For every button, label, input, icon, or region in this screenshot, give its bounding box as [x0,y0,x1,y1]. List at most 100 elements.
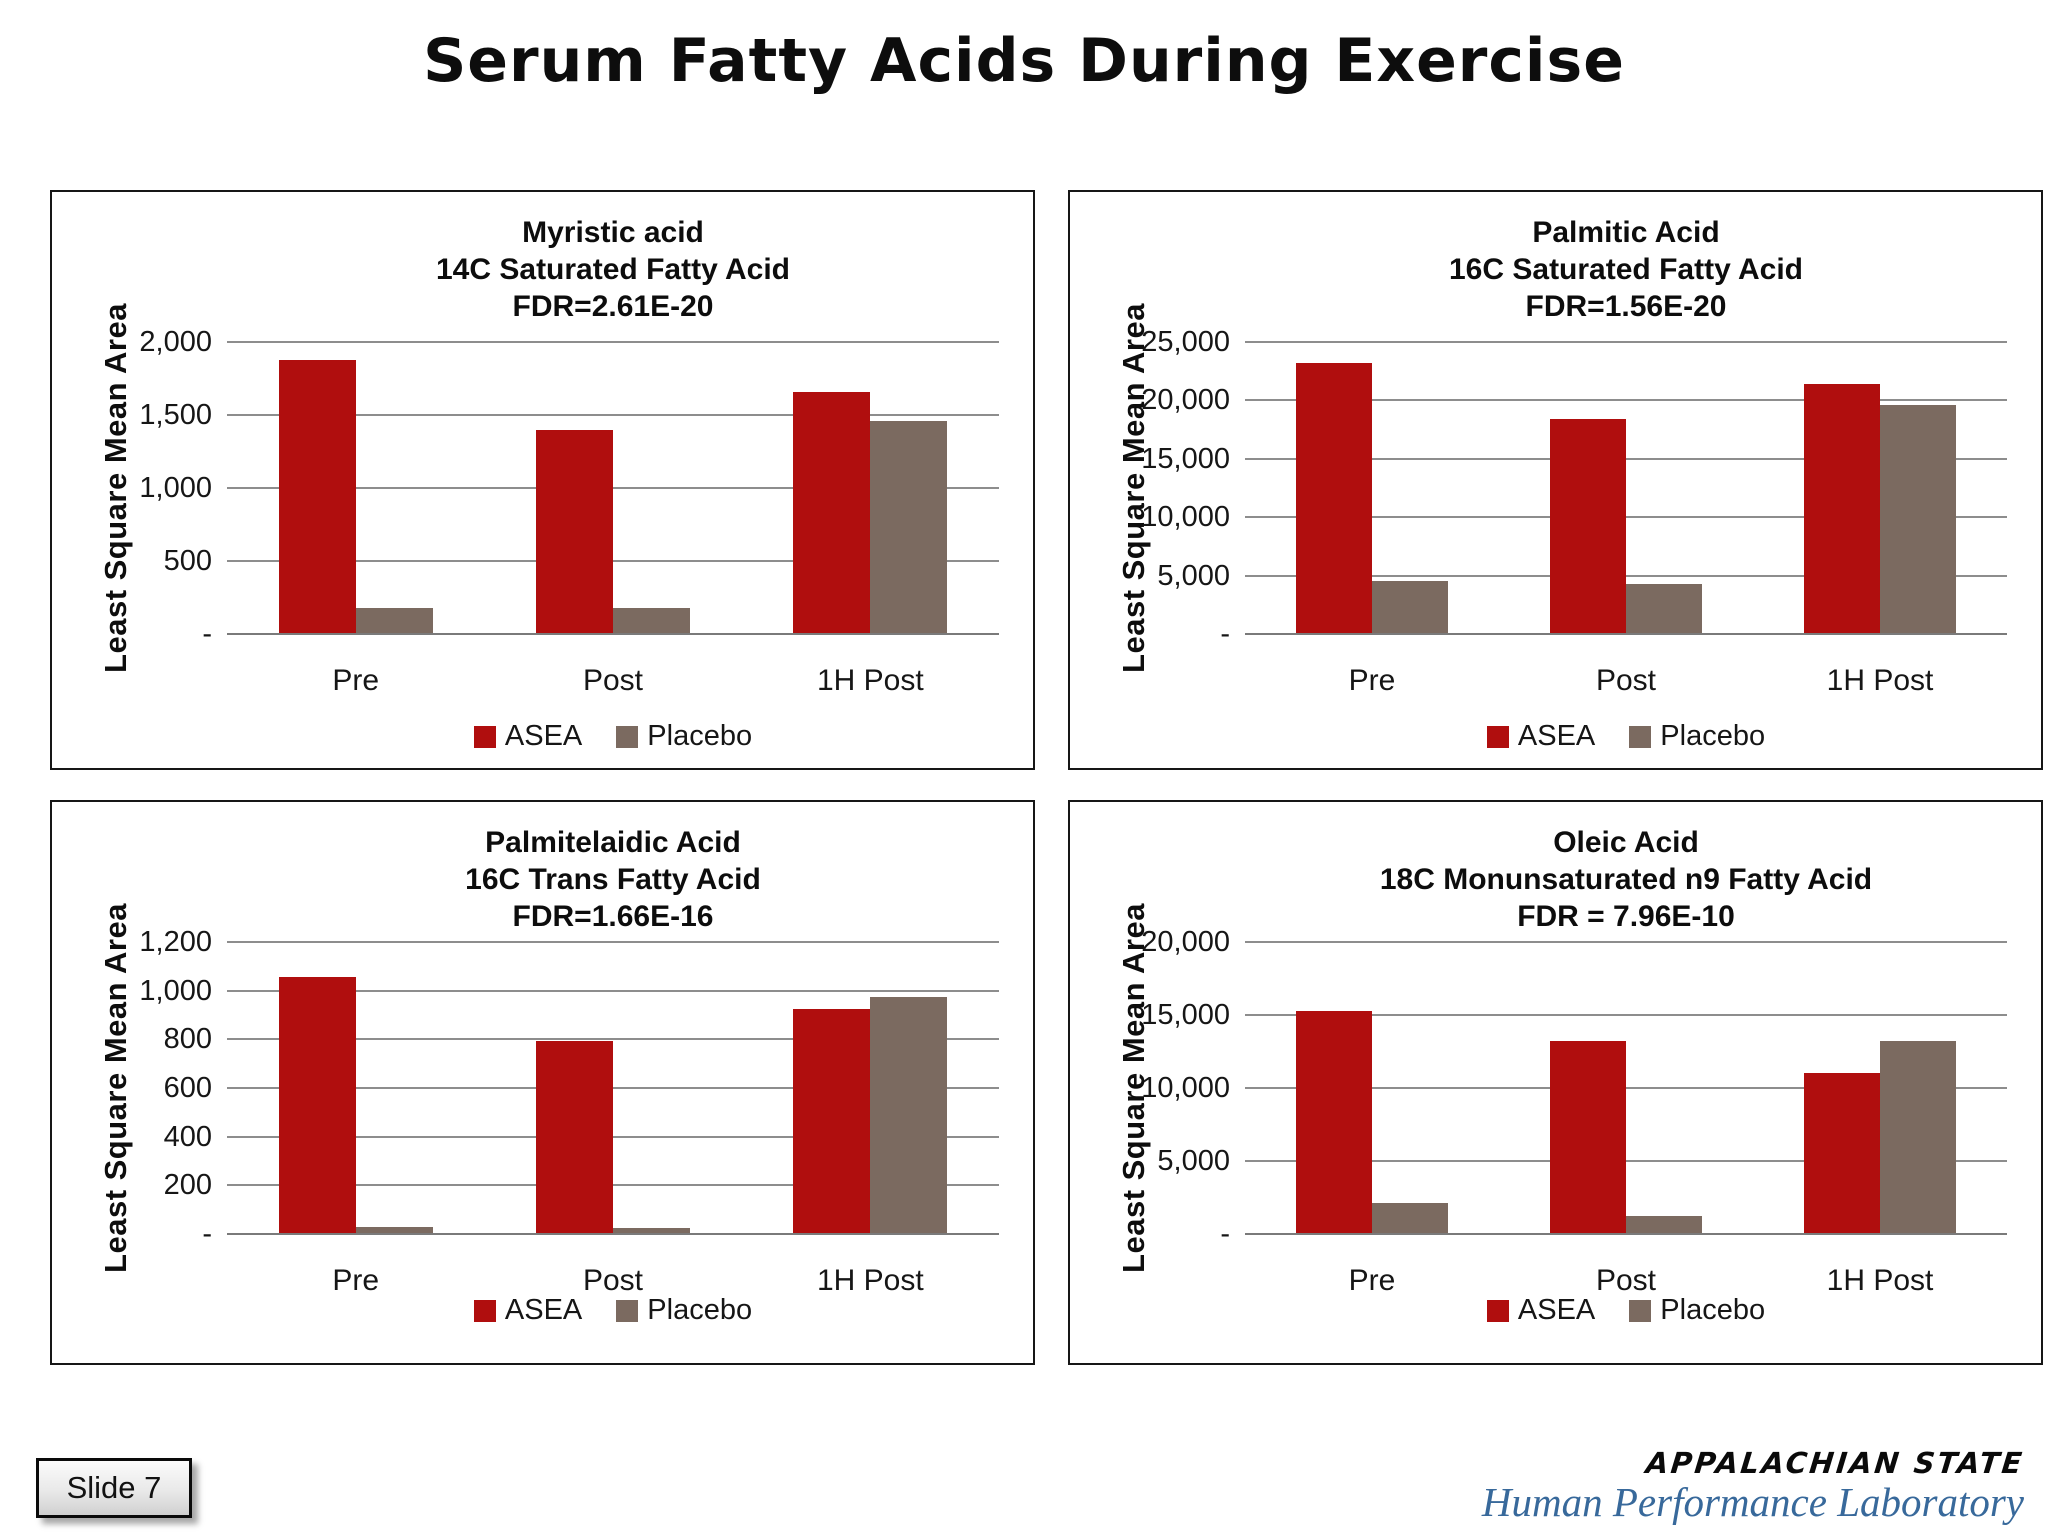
x-axis-line [1245,633,2007,635]
chart-title-line: 14C Saturated Fatty Acid [436,253,790,286]
chart-title: Palmitelaidic Acid 16C Trans Fatty Acid FD… [227,824,999,935]
x-tick-label: Pre [1348,664,1396,697]
page-title: Serum Fatty Acids During Exercise [423,26,1625,96]
legend-item-asea: ASEA [473,1294,582,1327]
appalachian-state-logo: APPALACHIAN STATE [1644,1446,2026,1480]
legend-item-placebo: Placebo [616,720,752,753]
y-tick-label: 10,000 [1141,1072,1230,1104]
legend: ASEA Placebo [227,720,999,753]
y-tick-label: 500 [163,545,212,577]
y-tick-label: 1,200 [139,926,212,958]
chart-title: Myristic acid 14C Saturated Fatty Acid FDR… [227,214,999,325]
bar-asea-post [1550,419,1626,634]
legend-item-placebo: Placebo [616,1294,752,1327]
x-tick-label: Pre [1348,1264,1396,1297]
chart-title-line: Myristic acid [522,216,704,249]
chart-fdr-value: FDR=1.56E-20 [1525,290,1727,323]
gridline [227,941,999,943]
bar-placebo-pre [356,608,433,634]
x-tick-label: 1H Post [816,664,924,697]
x-tick-label: Post [1595,664,1657,697]
chart-panel-oleic-acid: Oleic Acid 18C Monunsaturated n9 Fatty Ac… [1068,800,2043,1365]
y-tick-label: 15,000 [1141,442,1230,475]
legend-swatch-asea [1486,1299,1509,1322]
gridline [1245,457,2007,460]
y-tick-label: 1,000 [139,472,212,504]
plot-area [227,941,999,1235]
y-tick-label: - [202,618,212,650]
legend-swatch-asea [473,725,496,748]
chart-title-line: Oleic Acid [1553,826,1699,859]
bar-asea-pre [1296,1011,1372,1234]
x-tick-label: Post [1595,1264,1657,1297]
legend-swatch-asea [473,1299,496,1322]
y-tick-label: 600 [163,1072,212,1104]
chart-panel-palmitelaidic-acid: Palmitelaidic Acid 16C Trans Fatty Acid FD… [50,800,1035,1365]
legend-label-placebo: Placebo [1660,720,1766,752]
y-tick-label: 2,000 [139,326,212,358]
legend-swatch-placebo [1629,1299,1652,1322]
bar-asea-post [536,1041,613,1234]
chart-title-line: Palmitelaidic Acid [485,826,741,859]
legend-item-placebo: Placebo [1629,720,1765,753]
bar-placebo-1h-post [870,421,947,634]
y-tick-label: 10,000 [1141,501,1230,534]
legend-label-placebo: Placebo [647,1294,753,1326]
y-tick-label: 400 [163,1120,212,1153]
bar-placebo-post [613,608,690,634]
x-axis-line [1245,1233,2007,1235]
y-tick-label: 15,000 [1141,999,1230,1031]
gridline [1245,574,2007,577]
legend-label-asea: ASEA [1517,1294,1596,1326]
bar-asea-1h-post [793,1009,870,1234]
chart-title: Palmitic Acid 16C Saturated Fatty Acid FDR… [1245,214,2007,325]
y-tick-label: 20,000 [1141,384,1230,417]
bar-placebo-pre [356,1227,433,1234]
slide-number-label: Slide 7 [66,1470,162,1505]
gridline [1245,399,2007,402]
plot-area [1245,941,2007,1235]
human-performance-laboratory-label: Human Performance Laboratory [1481,1479,2024,1525]
chart-title-line: 16C Saturated Fatty Acid [1449,253,1803,286]
x-axis-line [227,1233,999,1235]
gridline [227,1135,999,1138]
y-tick-label: - [1220,618,1230,650]
bar-asea-1h-post [1804,1073,1880,1234]
x-tick-label: Post [582,664,644,697]
chart-fdr-value: FDR=1.66E-16 [512,900,714,933]
chart-title: Oleic Acid 18C Monunsaturated n9 Fatty Ac… [1245,824,2007,935]
legend-swatch-placebo [1629,725,1652,748]
gridline [227,1038,999,1041]
legend-swatch-placebo [616,1299,639,1322]
slide-number-badge: Slide 7 [36,1458,192,1518]
x-tick-label: 1H Post [1826,664,1934,697]
legend: ASEA Placebo [1245,720,2007,753]
gridline [227,341,999,343]
legend-label-asea: ASEA [1517,720,1596,752]
x-tick-label: Pre [332,1264,379,1297]
y-tick-label: 5,000 [1157,1145,1230,1177]
y-tick-label: - [202,1218,212,1250]
chart-panel-myristic-acid: Myristic acid 14C Saturated Fatty Acid FDR… [50,190,1035,770]
legend-label-asea: ASEA [504,720,583,752]
legend-item-placebo: Placebo [1629,1294,1765,1327]
bar-placebo-post [1626,584,1702,634]
y-tick-label: - [1220,1218,1230,1250]
bar-placebo-pre [1372,1203,1448,1234]
y-tick-label: 1,500 [139,399,212,431]
y-tick-label: 800 [163,1023,212,1056]
legend-item-asea: ASEA [1486,1294,1596,1327]
legend: ASEA Placebo [227,1294,999,1327]
bar-asea-pre [279,977,356,1234]
bar-asea-pre [279,360,356,634]
bar-placebo-post [1626,1216,1702,1234]
y-tick-label: 20,000 [1141,926,1230,958]
gridline [1245,516,2007,519]
gridline [227,487,999,489]
bar-placebo-post [613,1228,690,1234]
bar-asea-1h-post [1804,384,1880,634]
plot-area [1245,341,2007,635]
legend-item-asea: ASEA [473,720,583,753]
bar-asea-pre [1296,363,1372,634]
